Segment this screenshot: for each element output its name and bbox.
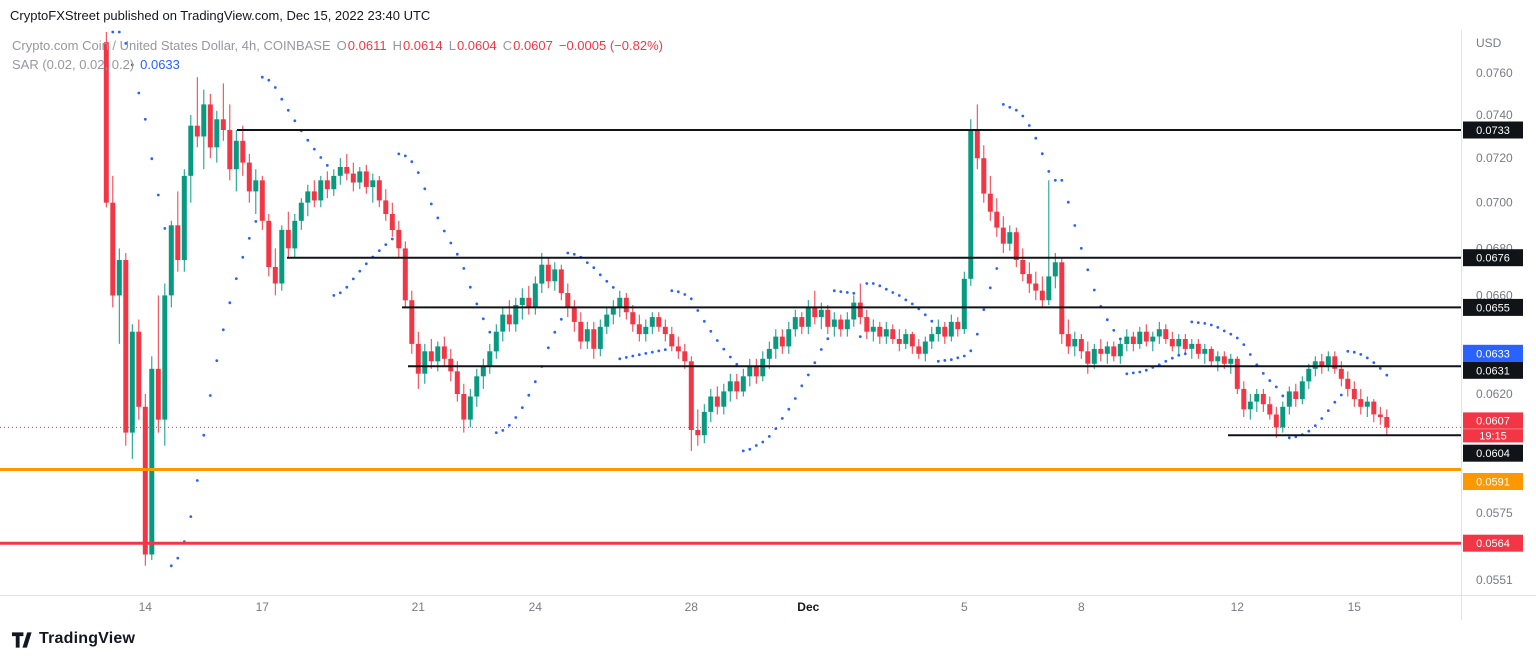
svg-text:0.0655: 0.0655	[1476, 302, 1510, 314]
tradingview-logo-icon	[11, 632, 32, 648]
time-tick-8: 8	[1078, 600, 1085, 614]
attribution-bar: CryptoFXStreet published on TradingView.…	[0, 0, 1536, 30]
sar-layer	[111, 30, 1389, 568]
indicator-row: SAR (0.02, 0.02, 0.2) 0.0633	[12, 55, 663, 74]
time-tick-14: 14	[139, 600, 153, 614]
svg-text:0.0676: 0.0676	[1476, 253, 1510, 265]
time-tick-21: 21	[412, 600, 426, 614]
candles-layer	[103, 32, 1390, 566]
attribution-text: CryptoFXStreet published on TradingView.…	[10, 8, 431, 23]
svg-text:0.0564: 0.0564	[1476, 538, 1510, 550]
indicator-name[interactable]: SAR (0.02, 0.02, 0.2)	[12, 57, 135, 72]
levels-layer	[0, 129, 1461, 545]
tradingview-footer-link[interactable]: TradingView	[11, 629, 135, 649]
bar-countdown: 19:15	[1479, 430, 1507, 442]
time-tick-Dec: Dec	[797, 600, 819, 614]
close-value: C 0.0607	[502, 38, 553, 53]
svg-text:0.0591: 0.0591	[1476, 477, 1510, 489]
time-axis[interactable]: 14 17 21 24 28 Dec 5 8 12 15	[139, 600, 1362, 614]
change-value: −0.0005 (−0.82%)	[558, 38, 663, 53]
svg-text:0.0607: 0.0607	[1476, 415, 1510, 427]
time-tick-24: 24	[529, 600, 543, 614]
high-value: H 0.0614	[392, 38, 443, 53]
tradingview-wordmark: TradingView	[39, 630, 136, 647]
svg-text:0.0604: 0.0604	[1476, 448, 1510, 460]
price-badge-0.0604	[1463, 444, 1523, 462]
time-tick-28: 28	[685, 600, 699, 614]
time-tick-17: 17	[256, 600, 270, 614]
low-value: L 0.0604	[448, 38, 497, 53]
open-value: O 0.0611	[336, 38, 387, 53]
svg-text:0.0631: 0.0631	[1476, 365, 1510, 377]
indicator-value: 0.0633	[140, 57, 180, 72]
svg-text:0.0633: 0.0633	[1476, 348, 1510, 360]
price-badge-0.0676	[1463, 249, 1523, 267]
price-tick-0.0575: 0.0575	[1476, 506, 1513, 520]
axis-separators	[0, 30, 1536, 620]
price-badge-0.0607	[1463, 412, 1523, 443]
price-badge-0.0733	[1463, 121, 1523, 139]
price-axis[interactable]: USD0.07600.07400.07200.07000.06800.06600…	[1463, 36, 1523, 587]
symbol-row: Crypto.com Coin / United States Dollar, …	[12, 36, 663, 55]
time-tick-12: 12	[1231, 600, 1245, 614]
symbol-title[interactable]: Crypto.com Coin / United States Dollar, …	[12, 38, 331, 53]
price-badge-0.0591	[1463, 473, 1523, 490]
time-tick-5: 5	[961, 600, 968, 614]
price-tick-0.0700: 0.0700	[1476, 196, 1513, 210]
chart-legend: Crypto.com Coin / United States Dollar, …	[12, 36, 663, 74]
svg-text:0.0733: 0.0733	[1476, 125, 1510, 137]
price-tick-0.0620: 0.0620	[1476, 387, 1513, 401]
price-badge-0.0631	[1463, 361, 1523, 379]
price-badge-0.0655	[1463, 298, 1523, 316]
price-tick-0.0760: 0.0760	[1476, 66, 1513, 80]
price-badge-0.0564	[1463, 534, 1523, 552]
price-tick-0.0551: 0.0551	[1476, 573, 1513, 587]
price-tick-USD: USD	[1476, 36, 1502, 50]
price-tick-0.0720: 0.0720	[1476, 151, 1513, 165]
time-tick-15: 15	[1348, 600, 1362, 614]
price-badge-0.0633	[1463, 344, 1523, 362]
price-tick-0.0740: 0.0740	[1476, 108, 1513, 122]
